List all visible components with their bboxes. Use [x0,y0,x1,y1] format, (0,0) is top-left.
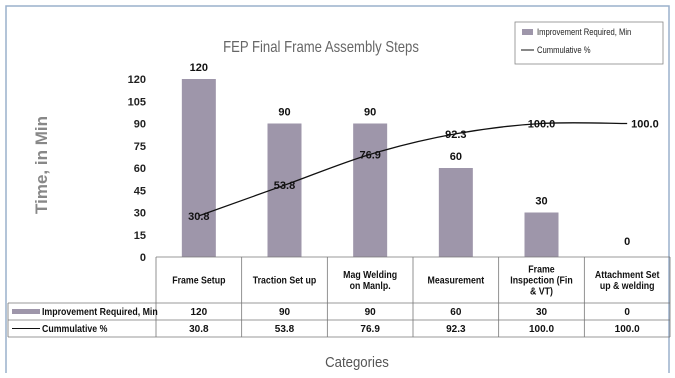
legend: Improvement Required, Min Cummulative % [514,21,664,65]
bar-data-label: 0 [624,236,630,248]
bar [524,212,559,257]
category-label: Inspection (Fin [510,274,573,286]
category-label: Attachment Set [595,268,660,280]
cumulative-data-label: 53.8 [274,180,295,192]
category-label: Frame Setup [172,274,225,286]
cumulative-line [198,122,628,217]
y-tick-label: 120 [128,74,146,86]
y-tick-label: 30 [134,208,146,220]
bar-data-label: 30 [535,196,547,208]
table-row-label: Cummulative % [42,322,108,334]
cumulative-data-labels: 30.8 53.8 76.9 92.3 100.0 100.0 [188,119,659,223]
table-row-label: Improvement Required, Min [42,305,158,317]
table-cell: 30 [536,307,548,318]
cumulative-series-line [198,122,628,217]
cumulative-data-label: 30.8 [188,211,209,223]
cumulative-data-label: 76.9 [359,149,380,161]
y-tick-label: 60 [134,163,146,175]
category-label: & VT) [530,285,553,297]
bar [353,123,388,257]
y-tick-label: 0 [140,252,146,264]
category-label: up & welding [600,279,655,291]
y-tick-label: 15 [134,230,146,242]
bar-data-label: 120 [190,62,208,74]
bars [181,79,559,257]
bar-data-labels: 120 90 90 60 30 0 [190,62,631,248]
bar-data-label: 90 [364,107,376,119]
table-bar-key [12,309,40,314]
legend-bar-swatch [522,29,533,35]
bar-data-label: 60 [450,151,462,163]
y-axis-title: Time, in Min [32,116,51,214]
table-cell: 92.3 [446,324,466,335]
table-cell: 120 [190,307,207,318]
y-tick-label: 45 [134,185,146,197]
cumulative-data-label: 100.0 [631,119,659,131]
cumulative-data-label: 92.3 [445,129,466,141]
bar [267,123,302,257]
bar [438,168,473,257]
x-axis-title: Categories [325,353,389,370]
category-label: Traction Set up [253,274,317,286]
y-tick-label: 75 [134,141,146,153]
category-label: Mag Welding [343,268,397,280]
table-cell: 30.8 [189,324,209,335]
table-cell: 60 [450,307,462,318]
table-cell: 100.0 [615,324,640,335]
category-label: Frame [528,263,554,275]
table-cell: 76.9 [360,324,380,335]
table-cell: 0 [624,307,630,318]
chart-border [5,5,670,378]
legend-line-label: Cummulative % [537,44,591,55]
cumulative-data-label: 100.0 [528,119,556,131]
table-cell: 90 [365,307,377,318]
y-axis-ticks: 0 15 30 45 60 75 90 105 120 [128,74,146,264]
table-cell: 100.0 [529,324,554,335]
data-table: Frame Setup Traction Set up Mag Weldingon … [7,256,671,338]
legend-box [514,21,664,65]
y-tick-label: 90 [134,119,146,131]
legend-bar-label: Improvement Required, Min [537,26,632,37]
table-cell: 53.8 [275,324,295,335]
y-tick-label: 105 [128,96,146,108]
chart-title: FEP Final Frame Assembly Steps [223,39,419,56]
table-cell: 90 [279,307,291,318]
bar [181,79,216,257]
category-label: on Manlp. [350,279,391,291]
category-label: Measurement [428,274,485,286]
bar-data-label: 90 [278,107,290,119]
